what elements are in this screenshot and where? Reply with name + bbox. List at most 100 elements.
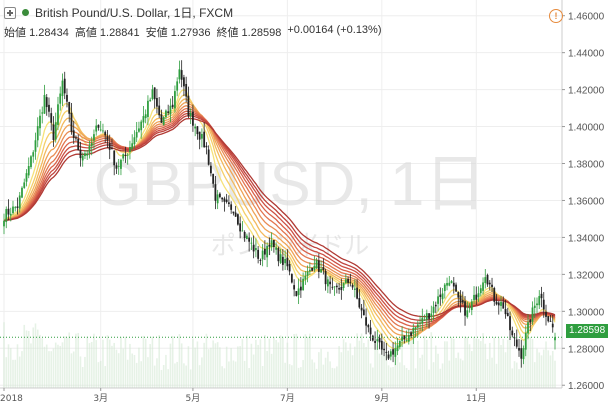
candle-body — [425, 313, 428, 320]
candle-body — [531, 307, 534, 322]
candle-body — [196, 126, 199, 135]
volume-bar — [196, 341, 199, 388]
candle-body — [385, 351, 388, 353]
candle-body — [221, 197, 224, 200]
candle-body — [275, 247, 278, 250]
volume-bar — [160, 369, 163, 388]
candle-body — [457, 292, 460, 298]
volume-bar — [473, 337, 475, 388]
candle-body — [545, 311, 547, 317]
candle-body — [12, 206, 14, 214]
volume-bar — [284, 362, 286, 388]
volume-bar — [90, 341, 93, 388]
volume-bar — [228, 361, 230, 388]
candle-body — [115, 165, 118, 169]
volume-bar — [63, 336, 66, 388]
candle-body — [43, 94, 46, 114]
volume-bar — [551, 351, 554, 388]
volume-bar — [149, 344, 151, 388]
volume-bar — [180, 343, 183, 388]
volume-bar — [410, 338, 412, 388]
volume-bar — [378, 353, 381, 388]
candle-body — [398, 340, 401, 348]
candle-body — [117, 166, 120, 167]
volume-bar — [52, 348, 55, 388]
volume-bar — [493, 337, 496, 388]
candle-body — [279, 254, 282, 263]
candle-body — [207, 149, 210, 165]
candle-body — [281, 256, 284, 265]
alert-icon[interactable]: ! — [549, 9, 563, 23]
volume-bar — [293, 333, 295, 388]
volume-bar — [124, 336, 127, 388]
candle-body — [317, 260, 320, 272]
volume-bar — [502, 338, 505, 388]
y-tick-label: 1.32000 — [568, 270, 605, 281]
volume-bar — [336, 366, 338, 388]
candle-body — [412, 327, 415, 334]
candle-body — [95, 125, 98, 132]
candle-body — [153, 87, 156, 100]
volume-bar — [509, 338, 511, 388]
volume-bar — [147, 357, 149, 388]
volume-bar — [232, 360, 235, 388]
y-tick-label: 1.28000 — [568, 344, 605, 355]
volume-bar — [57, 344, 59, 388]
volume-bar — [34, 323, 37, 388]
volume-bar — [140, 361, 142, 388]
candle-body — [367, 324, 370, 328]
candle-body — [376, 339, 379, 342]
candle-body — [21, 187, 23, 198]
volume-bar — [426, 339, 428, 388]
candle-body — [293, 285, 296, 290]
volume-bar — [106, 335, 109, 388]
volume-bar — [288, 364, 291, 388]
volume-bar — [324, 357, 327, 388]
candle-body — [295, 291, 298, 297]
candle-body — [477, 293, 480, 298]
volume-bar — [225, 346, 228, 388]
volume-bar — [318, 352, 320, 388]
volume-bar — [133, 354, 136, 388]
y-tick-label: 1.40000 — [568, 123, 605, 134]
volume-bar — [527, 337, 529, 388]
volume-bar — [248, 367, 250, 388]
volume-bar — [117, 353, 120, 388]
candle-body — [288, 264, 291, 272]
candle-body — [81, 155, 84, 161]
candle-body — [39, 115, 41, 129]
volume-bar — [165, 354, 167, 388]
candle-body — [432, 306, 435, 314]
candle-body — [216, 194, 219, 204]
plus-icon[interactable] — [4, 6, 16, 19]
volume-bar — [540, 355, 543, 388]
candle-body — [257, 249, 260, 259]
candle-body — [486, 274, 489, 285]
volume-bar — [511, 368, 514, 388]
candle-body — [401, 336, 403, 341]
volume-bar — [365, 347, 367, 388]
volume-bar — [264, 335, 266, 388]
candle-body — [428, 313, 430, 319]
volume-bar — [297, 367, 300, 388]
volume-bar — [554, 360, 556, 388]
volume-bar — [545, 341, 547, 388]
volume-bar — [408, 369, 410, 388]
volume-bar — [167, 369, 169, 388]
candle-body — [210, 165, 212, 174]
candle-body — [326, 279, 329, 287]
candle-body — [108, 143, 111, 150]
candle-body — [419, 322, 421, 324]
volume-bar — [212, 340, 214, 388]
candle-body — [443, 284, 446, 292]
volume-bar — [381, 349, 383, 388]
candle-body — [86, 153, 89, 156]
volume-bar — [468, 344, 471, 388]
volume-bar — [27, 330, 30, 388]
chart-header: British Pound/U.S. Dollar, 1日, FXCM 始値 1… — [4, 4, 382, 40]
volume-bar — [414, 368, 417, 388]
candle-body — [387, 354, 390, 359]
candle-body — [176, 81, 179, 91]
volume-bar — [243, 360, 246, 388]
